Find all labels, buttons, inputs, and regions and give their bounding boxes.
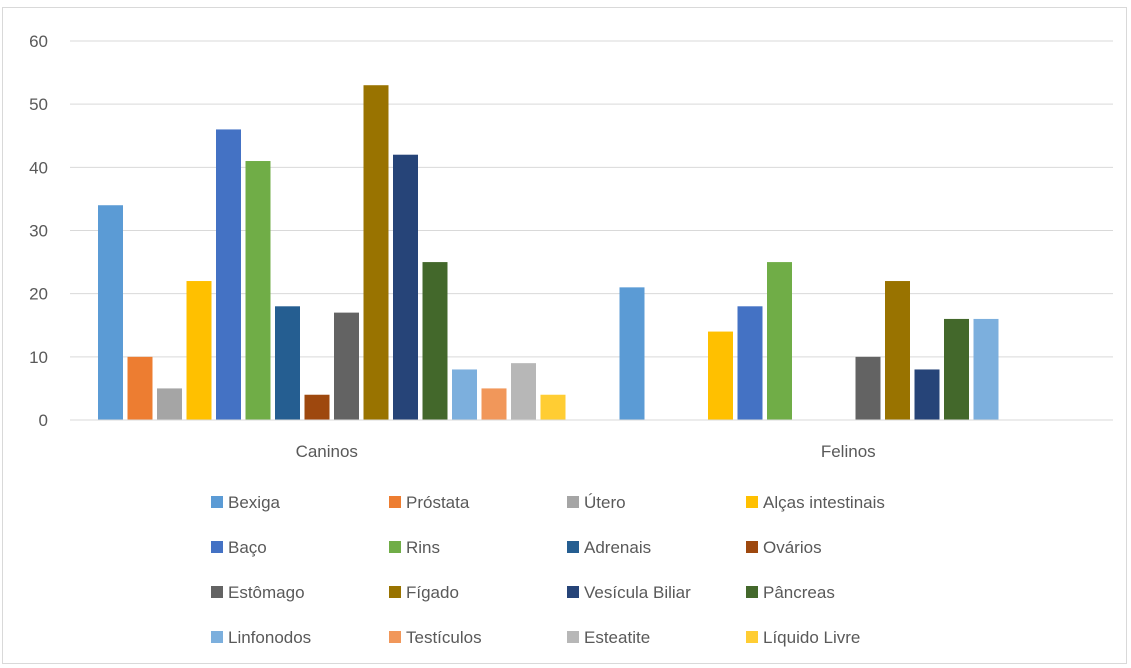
bar-próstata-caninos bbox=[127, 356, 153, 420]
x-category-label: Caninos bbox=[296, 442, 358, 461]
legend-swatch bbox=[567, 541, 579, 553]
bar-baço-caninos bbox=[216, 129, 241, 420]
bar-esteatite-caninos bbox=[511, 363, 536, 420]
bar-fígado-felinos bbox=[885, 281, 910, 420]
legend-swatch bbox=[211, 631, 223, 643]
bar-alças-intestinais-felinos bbox=[708, 331, 733, 420]
bar-estômago-caninos bbox=[334, 312, 359, 420]
legend-label: Líquido Livre bbox=[763, 628, 860, 647]
bar-vesícula-biliar-caninos bbox=[393, 154, 418, 420]
bar-bexiga-felinos bbox=[619, 287, 645, 420]
y-tick-label: 10 bbox=[29, 348, 48, 367]
bar-líquido-livre-caninos bbox=[540, 394, 566, 420]
legend-label: Bexiga bbox=[228, 493, 281, 512]
legend-swatch bbox=[211, 496, 223, 508]
legend-label: Ovários bbox=[763, 538, 822, 557]
y-tick-label: 20 bbox=[29, 285, 48, 304]
y-tick-label: 60 bbox=[29, 32, 48, 51]
legend-label: Baço bbox=[228, 538, 267, 557]
x-category-label: Felinos bbox=[821, 442, 876, 461]
legend-swatch bbox=[389, 586, 401, 598]
legend-label: Fígado bbox=[406, 583, 459, 602]
bar-rins-caninos bbox=[245, 161, 271, 420]
legend-swatch bbox=[746, 541, 758, 553]
bar-pâncreas-felinos bbox=[944, 318, 969, 420]
legend-swatch bbox=[389, 541, 401, 553]
legend-swatch bbox=[567, 496, 579, 508]
legend-label: Linfonodos bbox=[228, 628, 311, 647]
bar-ovários-caninos bbox=[304, 394, 330, 420]
y-tick-label: 0 bbox=[39, 411, 48, 430]
y-tick-label: 40 bbox=[29, 158, 48, 177]
bar-vesícula-biliar-felinos bbox=[914, 369, 940, 420]
bar-útero-caninos bbox=[157, 388, 182, 420]
legend-label: Testículos bbox=[406, 628, 482, 647]
legend-swatch bbox=[567, 631, 579, 643]
bar-baço-felinos bbox=[737, 306, 763, 420]
bar-rins-felinos bbox=[767, 262, 792, 420]
legend-swatch bbox=[389, 496, 401, 508]
legend-swatch bbox=[389, 631, 401, 643]
bar-testículos-caninos bbox=[481, 388, 507, 420]
bar-alças-intestinais-caninos bbox=[186, 281, 212, 420]
legend-swatch bbox=[746, 586, 758, 598]
legend-label: Vesícula Biliar bbox=[584, 583, 691, 602]
legend-swatch bbox=[211, 541, 223, 553]
bar-estômago-felinos bbox=[855, 356, 881, 420]
bar-pâncreas-caninos bbox=[422, 262, 448, 420]
legend-swatch bbox=[746, 496, 758, 508]
bar-bexiga-caninos bbox=[98, 205, 123, 420]
legend-label: Adrenais bbox=[584, 538, 651, 557]
legend-label: Estômago bbox=[228, 583, 305, 602]
legend-label: Alças intestinais bbox=[763, 493, 885, 512]
legend-label: Próstata bbox=[406, 493, 470, 512]
y-tick-label: 50 bbox=[29, 95, 48, 114]
legend-swatch bbox=[746, 631, 758, 643]
bar-fígado-caninos bbox=[363, 85, 389, 420]
bar-adrenais-caninos bbox=[275, 306, 300, 420]
legend-label: Esteatite bbox=[584, 628, 650, 647]
legend-label: Rins bbox=[406, 538, 440, 557]
legend-swatch bbox=[567, 586, 579, 598]
legend-label: Pâncreas bbox=[763, 583, 835, 602]
y-tick-label: 30 bbox=[29, 222, 48, 241]
legend-swatch bbox=[211, 586, 223, 598]
bar-linfonodos-caninos bbox=[452, 369, 477, 420]
bar-linfonodos-felinos bbox=[973, 318, 999, 420]
legend-label: Útero bbox=[584, 493, 626, 512]
